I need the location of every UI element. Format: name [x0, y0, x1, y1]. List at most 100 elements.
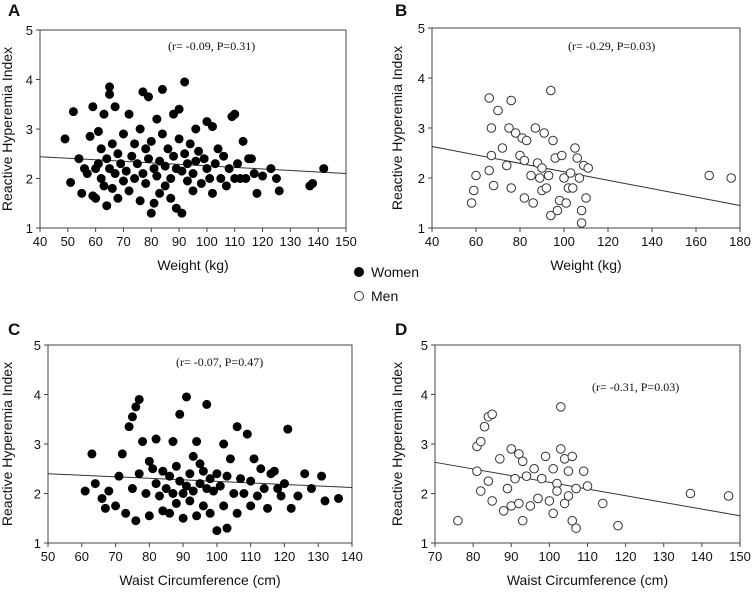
x-tick-label: 120: [252, 234, 274, 249]
data-point: [134, 394, 144, 404]
data-point: [486, 123, 497, 133]
data-point: [88, 102, 98, 112]
data-point: [726, 173, 737, 183]
data-point: [207, 188, 217, 198]
data-point: [219, 151, 229, 161]
data-point: [168, 437, 178, 447]
data-point: [574, 173, 585, 183]
y-axis-label: Reactive Hyperemia Index: [0, 362, 15, 526]
legend: Women Men: [354, 264, 419, 304]
data-point: [479, 421, 490, 432]
data-point: [213, 144, 223, 154]
data-point: [195, 479, 205, 489]
data-point: [723, 491, 734, 501]
data-point: [165, 471, 175, 481]
data-point: [246, 154, 256, 164]
data-point: [154, 491, 164, 501]
data-point: [177, 208, 187, 218]
data-point: [276, 491, 286, 501]
data-point: [241, 174, 251, 184]
data-point: [514, 449, 524, 459]
data-point: [134, 469, 144, 479]
data-point: [216, 174, 226, 184]
data-point: [333, 493, 343, 503]
data-point: [178, 513, 188, 523]
panel-letter: D: [395, 320, 407, 339]
data-point: [158, 466, 168, 476]
data-point: [484, 165, 495, 176]
data-point: [263, 503, 273, 513]
x-tick-label: 80: [144, 234, 158, 249]
data-point: [556, 402, 566, 412]
data-point: [471, 170, 481, 181]
data-point: [161, 484, 171, 494]
correlation-annotation: (r= -0.09, P=0.31): [168, 39, 255, 53]
data-point: [110, 102, 120, 112]
data-point: [152, 114, 162, 124]
x-tick-label: 140: [341, 549, 363, 564]
data-point: [191, 156, 201, 166]
x-tick-label: 110: [224, 234, 245, 249]
data-point: [171, 498, 181, 508]
data-point: [182, 159, 192, 169]
data-point: [135, 196, 145, 206]
data-point: [185, 496, 195, 506]
data-point: [185, 139, 195, 149]
data-point: [141, 178, 151, 188]
data-point: [205, 474, 215, 484]
y-tick-label: 3: [34, 437, 41, 452]
data-point: [559, 498, 570, 509]
y-tick-label: 5: [34, 338, 41, 353]
x-tick-label: 50: [41, 549, 55, 564]
data-point: [118, 176, 128, 186]
x-tick-label: 80: [466, 549, 480, 564]
data-point: [576, 205, 587, 216]
data-point: [121, 508, 131, 518]
data-point: [141, 144, 151, 154]
data-point: [124, 109, 134, 119]
data-point: [174, 134, 184, 144]
data-point: [283, 424, 293, 434]
data-point: [232, 508, 242, 518]
data-point: [111, 501, 121, 511]
x-tick-label: 90: [504, 549, 518, 564]
y-tick-label: 4: [34, 388, 41, 403]
data-point: [572, 153, 583, 163]
data-point: [127, 151, 137, 161]
data-point: [146, 208, 156, 218]
data-point: [536, 473, 547, 484]
data-point: [188, 186, 198, 196]
data-point: [192, 437, 202, 447]
data-point: [539, 128, 550, 138]
data-point: [493, 105, 503, 116]
x-tick-label: 50: [61, 234, 75, 249]
data-point: [110, 169, 120, 179]
data-point: [578, 466, 589, 477]
regression-line: [39, 156, 347, 175]
legend-women-label: Women: [371, 264, 419, 280]
data-point: [488, 180, 499, 191]
x-tick-label: 130: [307, 549, 329, 564]
data-point: [552, 205, 563, 216]
data-point: [502, 160, 512, 171]
x-tick-label: 150: [335, 234, 357, 249]
data-point: [113, 193, 123, 203]
data-point: [529, 463, 539, 474]
x-tick-label: 120: [597, 234, 619, 249]
y-tick-label: 3: [418, 121, 425, 136]
data-point: [132, 159, 142, 169]
data-point: [469, 185, 479, 196]
data-point: [91, 193, 101, 203]
data-point: [246, 476, 256, 486]
data-point: [514, 498, 524, 509]
data-point: [567, 451, 578, 462]
data-point: [308, 178, 318, 188]
data-point: [475, 486, 486, 496]
data-point: [102, 201, 112, 211]
data-point: [177, 166, 187, 176]
data-point: [526, 170, 536, 181]
data-point: [583, 163, 594, 173]
data-point: [239, 488, 249, 498]
data-point: [487, 496, 497, 506]
